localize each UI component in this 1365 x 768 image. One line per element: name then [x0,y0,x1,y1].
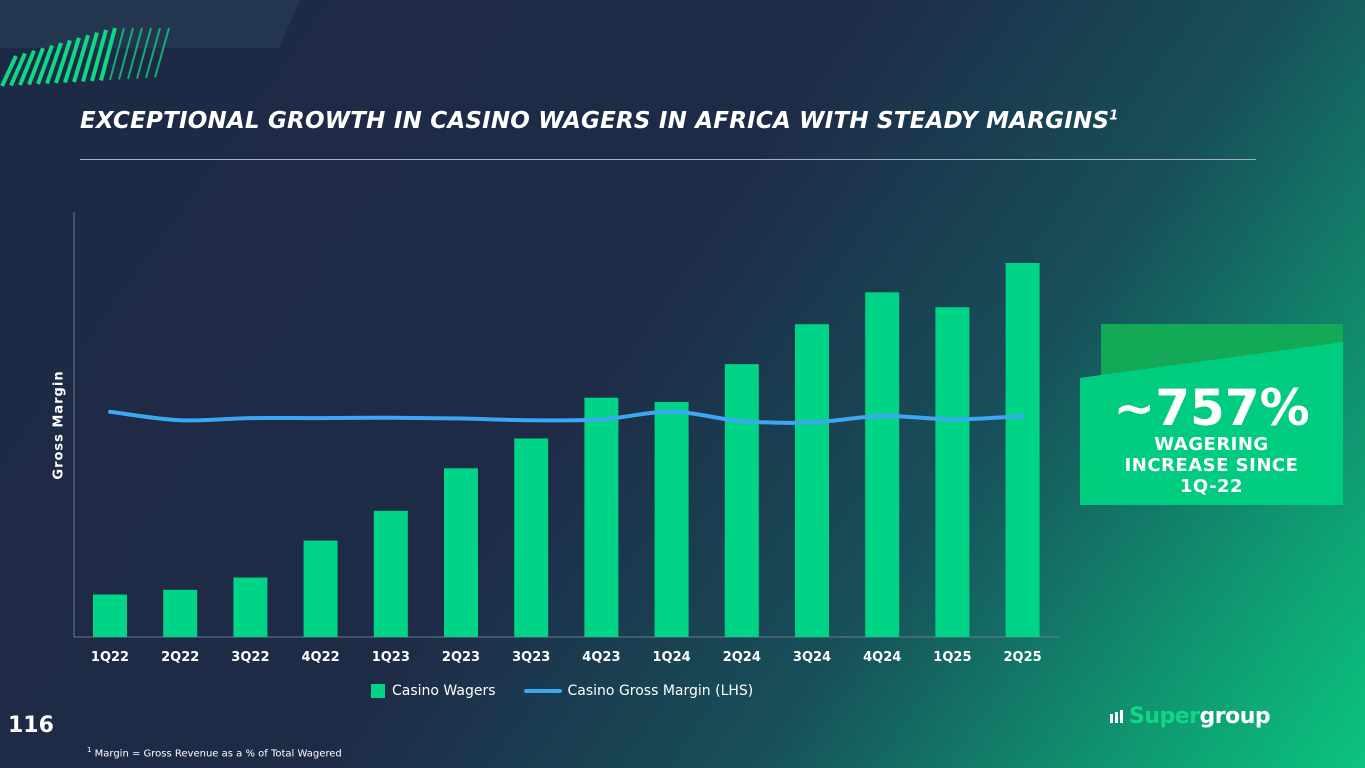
x-tick-label-1q22: 1Q22 [91,650,129,665]
callout-text-line-3: 1Q-22 [1179,476,1244,497]
x-tick-label-4q23: 4Q23 [582,650,620,665]
bar-casino-wagers-2q23 [444,468,478,637]
decorative-stripe [118,27,134,80]
title-divider [80,159,1256,160]
x-tick-label-1q25: 1Q25 [933,650,971,665]
x-tick-label-3q24: 3Q24 [793,650,831,665]
x-tick-label-1q24: 1Q24 [653,650,691,665]
top-decorative-band [0,0,300,48]
decorative-stripe [81,32,99,83]
bar-casino-wagers-3q22 [233,577,268,637]
bar-casino-wagers-1q22 [93,594,127,637]
x-tick-label-3q22: 3Q22 [231,650,269,665]
bar-casino-wagers-1q24 [654,401,689,637]
callout-text-line-1: WAGERING [1154,434,1269,455]
slide-title: EXCEPTIONAL GROWTH IN CASINO WAGERS IN A… [80,108,1119,134]
decorative-stripe [9,52,27,87]
logo-text-super: Super [1129,704,1200,729]
x-tick-label-2q22: 2Q22 [161,650,199,665]
x-tick-label-2q25: 2Q25 [1004,650,1042,665]
decorative-stripe [154,27,170,78]
x-tick-label-1q23: 1Q23 [372,650,410,665]
bar-casino-wagers-1q25 [935,307,970,637]
decorative-stripe [127,27,143,80]
x-tick-label-3q23: 3Q23 [512,650,550,665]
footnote: 1 Margin = Gross Revenue as a % of Total… [87,746,342,760]
bar-casino-wagers-1q23 [373,510,408,637]
x-tick-label-4q24: 4Q24 [863,650,901,665]
bar-casino-wagers-4q22 [303,540,338,637]
decorative-stripe [145,27,161,79]
bar-casino-wagers-3q24 [795,324,829,637]
decorative-stripe [99,27,117,82]
supergroup-logo: Super group [1110,704,1271,729]
bar-casino-wagers-2q22 [163,589,198,637]
decorative-stripe [54,39,72,84]
decorative-stripe [36,44,54,85]
callout-text: WAGERING INCREASE SINCE 1Q-22 [1080,434,1343,497]
decorative-stripe [109,27,125,81]
bar-casino-wagers-3q23 [514,438,549,637]
decorative-stripe [72,34,90,83]
y-axis-label: Gross Margin [51,370,67,480]
legend-swatch-casino-wagers [371,684,385,698]
legend-label-casino-gross-margin: Casino Gross Margin (LHS) [567,683,754,699]
legend-label-casino-wagers: Casino Wagers [392,683,496,699]
callout-text-line-2: INCREASE SINCE [1124,455,1299,476]
logo-text-group: group [1199,704,1271,729]
decorative-stripe [136,27,152,79]
bar-casino-wagers-2q25 [1005,263,1040,637]
decorative-stripe [0,55,18,87]
chart-legend: Casino Wagers Casino Gross Margin (LHS) [371,683,753,699]
decorative-stripes [0,27,170,87]
bar-casino-wagers-2q24 [724,364,759,637]
bar-casino-wagers-4q23 [584,397,619,637]
x-tick-label-4q22: 4Q22 [302,650,340,665]
x-tick-label-2q24: 2Q24 [723,650,761,665]
decorative-stripe [63,37,81,84]
decorative-stripe [18,50,36,86]
callout-value: ~757% [1113,379,1310,437]
legend-swatch-casino-gross-margin [523,689,562,693]
decorative-stripe [45,42,63,85]
page-number: 116 [8,713,54,738]
bar-casino-wagers-4q24 [865,292,900,637]
decorative-stripe [90,29,108,82]
decorative-stripe [27,47,45,86]
x-tick-label-2q23: 2Q23 [442,650,480,665]
casino-gross-margin-line [108,409,1025,425]
logo-bars-icon [1110,710,1125,723]
